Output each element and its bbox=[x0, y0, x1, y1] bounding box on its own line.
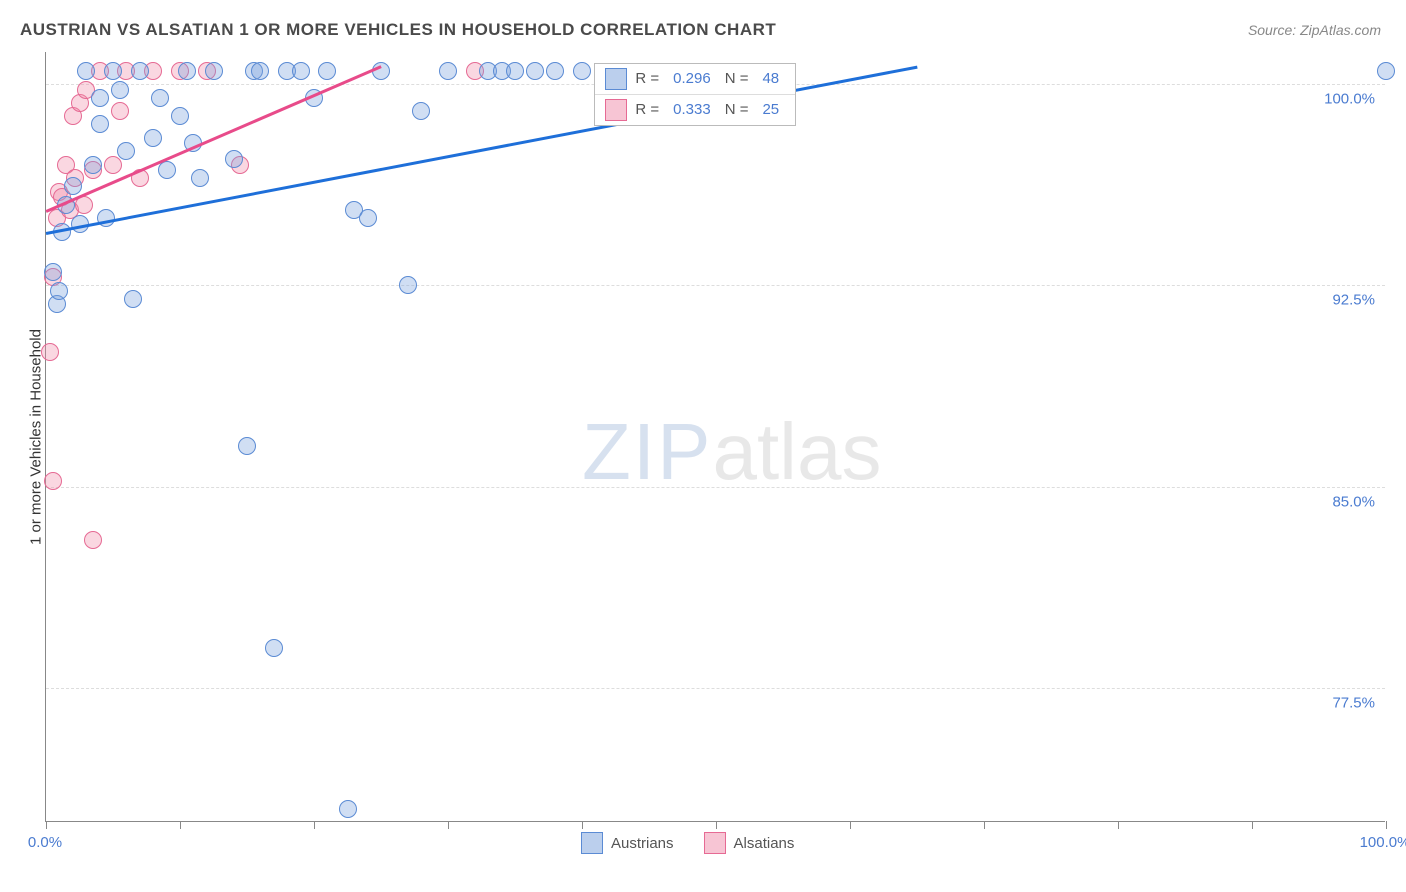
data-point bbox=[41, 343, 59, 361]
x-tick bbox=[716, 821, 717, 829]
legend-label: Austrians bbox=[611, 835, 674, 852]
legend-r-value: 0.296 bbox=[673, 70, 711, 87]
data-point bbox=[399, 276, 417, 294]
data-point bbox=[1377, 62, 1395, 80]
watermark: ZIPatlas bbox=[582, 406, 881, 498]
source-label: Source: bbox=[1248, 22, 1300, 38]
data-point bbox=[158, 161, 176, 179]
data-point bbox=[151, 89, 169, 107]
data-point bbox=[111, 102, 129, 120]
source-attribution: Source: ZipAtlas.com bbox=[1248, 22, 1381, 38]
x-tick bbox=[1252, 821, 1253, 829]
legend-swatch bbox=[605, 99, 627, 121]
legend-r-value: 0.333 bbox=[673, 101, 711, 118]
bottom-legend: Austrians Alsatians bbox=[581, 832, 794, 854]
data-point bbox=[104, 62, 122, 80]
data-point bbox=[439, 62, 457, 80]
data-point bbox=[131, 62, 149, 80]
data-point bbox=[251, 62, 269, 80]
x-tick bbox=[984, 821, 985, 829]
x-tick bbox=[1118, 821, 1119, 829]
watermark-zip: ZIP bbox=[582, 407, 712, 496]
data-point bbox=[506, 62, 524, 80]
legend-item: Alsatians bbox=[704, 832, 795, 854]
data-point bbox=[104, 156, 122, 174]
data-point bbox=[44, 263, 62, 281]
data-point bbox=[546, 62, 564, 80]
data-point bbox=[178, 62, 196, 80]
legend-n-value: 25 bbox=[762, 101, 779, 118]
data-point bbox=[124, 290, 142, 308]
y-tick-label: 77.5% bbox=[1332, 694, 1375, 711]
data-point bbox=[265, 639, 283, 657]
chart-container: AUSTRIAN VS ALSATIAN 1 OR MORE VEHICLES … bbox=[0, 0, 1406, 892]
legend-label: Alsatians bbox=[734, 835, 795, 852]
legend-swatch bbox=[704, 832, 726, 854]
plot-area: 1 or more Vehicles in Household ZIPatlas… bbox=[45, 52, 1385, 822]
legend-n-label: N = bbox=[725, 101, 749, 118]
data-point bbox=[91, 89, 109, 107]
watermark-atlas: atlas bbox=[712, 407, 881, 496]
data-point bbox=[359, 209, 377, 227]
x-axis-max-label: 100.0% bbox=[1360, 834, 1406, 851]
data-point bbox=[339, 800, 357, 818]
data-point bbox=[117, 142, 135, 160]
data-point bbox=[84, 156, 102, 174]
y-tick-label: 100.0% bbox=[1324, 91, 1375, 108]
legend-stats-row: R = 0.296 N = 48 bbox=[595, 64, 795, 94]
data-point bbox=[144, 129, 162, 147]
data-point bbox=[238, 437, 256, 455]
data-point bbox=[171, 107, 189, 125]
data-point bbox=[225, 150, 243, 168]
data-point bbox=[318, 62, 336, 80]
grid-line bbox=[46, 285, 1385, 286]
source-name: ZipAtlas.com bbox=[1300, 22, 1381, 38]
data-point bbox=[372, 62, 390, 80]
x-axis-min-label: 0.0% bbox=[28, 834, 62, 851]
data-point bbox=[84, 531, 102, 549]
x-tick bbox=[1386, 821, 1387, 829]
chart-title: AUSTRIAN VS ALSATIAN 1 OR MORE VEHICLES … bbox=[20, 20, 776, 40]
legend-stats-row: R = 0.333 N = 25 bbox=[595, 94, 795, 125]
x-tick bbox=[850, 821, 851, 829]
data-point bbox=[573, 62, 591, 80]
legend-item: Austrians bbox=[581, 832, 674, 854]
data-point bbox=[412, 102, 430, 120]
data-point bbox=[44, 472, 62, 490]
legend-r-label: R = bbox=[635, 101, 659, 118]
legend-n-label: N = bbox=[725, 70, 749, 87]
x-tick bbox=[582, 821, 583, 829]
x-tick bbox=[46, 821, 47, 829]
legend-n-value: 48 bbox=[762, 70, 779, 87]
data-point bbox=[111, 81, 129, 99]
grid-line bbox=[46, 487, 1385, 488]
x-tick bbox=[180, 821, 181, 829]
legend-stats-box: R = 0.296 N = 48 R = 0.333 N = 25 bbox=[594, 63, 796, 126]
legend-swatch bbox=[605, 68, 627, 90]
data-point bbox=[191, 169, 209, 187]
grid-line bbox=[46, 688, 1385, 689]
legend-swatch bbox=[581, 832, 603, 854]
data-point bbox=[526, 62, 544, 80]
data-point bbox=[91, 115, 109, 133]
trend-line bbox=[46, 66, 382, 213]
data-point bbox=[77, 62, 95, 80]
data-point bbox=[205, 62, 223, 80]
x-tick bbox=[448, 821, 449, 829]
y-axis-label: 1 or more Vehicles in Household bbox=[28, 329, 45, 545]
y-tick-label: 92.5% bbox=[1332, 292, 1375, 309]
data-point bbox=[50, 282, 68, 300]
x-tick bbox=[314, 821, 315, 829]
data-point bbox=[64, 177, 82, 195]
y-tick-label: 85.0% bbox=[1332, 493, 1375, 510]
data-point bbox=[292, 62, 310, 80]
legend-r-label: R = bbox=[635, 70, 659, 87]
